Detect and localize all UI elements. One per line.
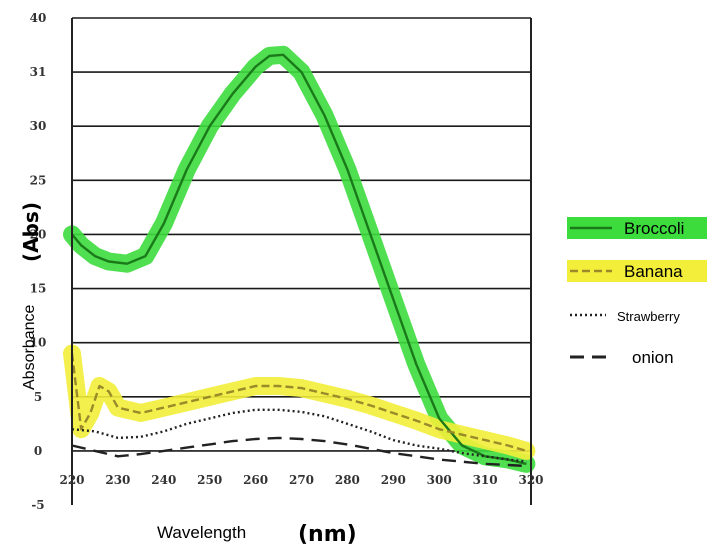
y-tick-labels: -5 0 5 10 15 20 25 30 31 40	[30, 11, 47, 512]
x-tick-label: 240	[151, 473, 176, 487]
y-tick-label: -5	[31, 498, 44, 512]
y-tick-label: 40	[30, 11, 47, 25]
y-tick-label: 0	[34, 444, 42, 458]
x-tick-label: 270	[289, 473, 314, 487]
series-line-onion	[71, 436, 527, 468]
x-tick-label: 260	[243, 473, 268, 487]
y-axis-title: Absorbance	[21, 305, 38, 390]
y-tick-label: 10	[30, 336, 47, 350]
x-axis-title: Wavelength	[157, 523, 246, 542]
legend: Broccoli Banana Strawberry onion	[567, 217, 707, 367]
series-highlight-banana	[63, 344, 536, 460]
x-tick-label: 310	[473, 473, 498, 487]
x-tick-label: 250	[197, 473, 222, 487]
x-tick-label: 300	[427, 473, 452, 487]
series-lines	[70, 53, 527, 468]
series-line-banana	[70, 353, 527, 453]
y-tick-label: 31	[30, 65, 47, 79]
x-tick-label: 320	[518, 473, 543, 487]
x-tick-labels: 220 230 240 250 260 270 280 290 300 310 320	[59, 473, 543, 487]
legend-highlight-banana	[567, 260, 707, 282]
legend-label-onion: onion	[632, 348, 674, 367]
x-tick-label: 220	[59, 473, 84, 487]
series-line-broccoli	[71, 53, 527, 466]
y-tick-label: 20	[30, 227, 47, 241]
y-tick-label: 5	[34, 390, 42, 404]
legend-label-broccoli: Broccoli	[624, 219, 684, 238]
y-axis-unit: (Abs)	[19, 202, 43, 262]
legend-highlight-broccoli	[567, 217, 707, 239]
x-tick-label: 230	[105, 473, 130, 487]
y-tick-label: 30	[30, 119, 47, 133]
y-tick-label: 15	[30, 282, 47, 296]
legend-label-banana: Banana	[624, 262, 683, 281]
x-tick-label: 280	[335, 473, 360, 487]
legend-label-strawberry: Strawberry	[617, 309, 680, 324]
y-tick-label: 25	[30, 173, 47, 187]
x-axis-unit: (nm)	[298, 522, 357, 547]
x-tick-label: 290	[381, 473, 406, 487]
